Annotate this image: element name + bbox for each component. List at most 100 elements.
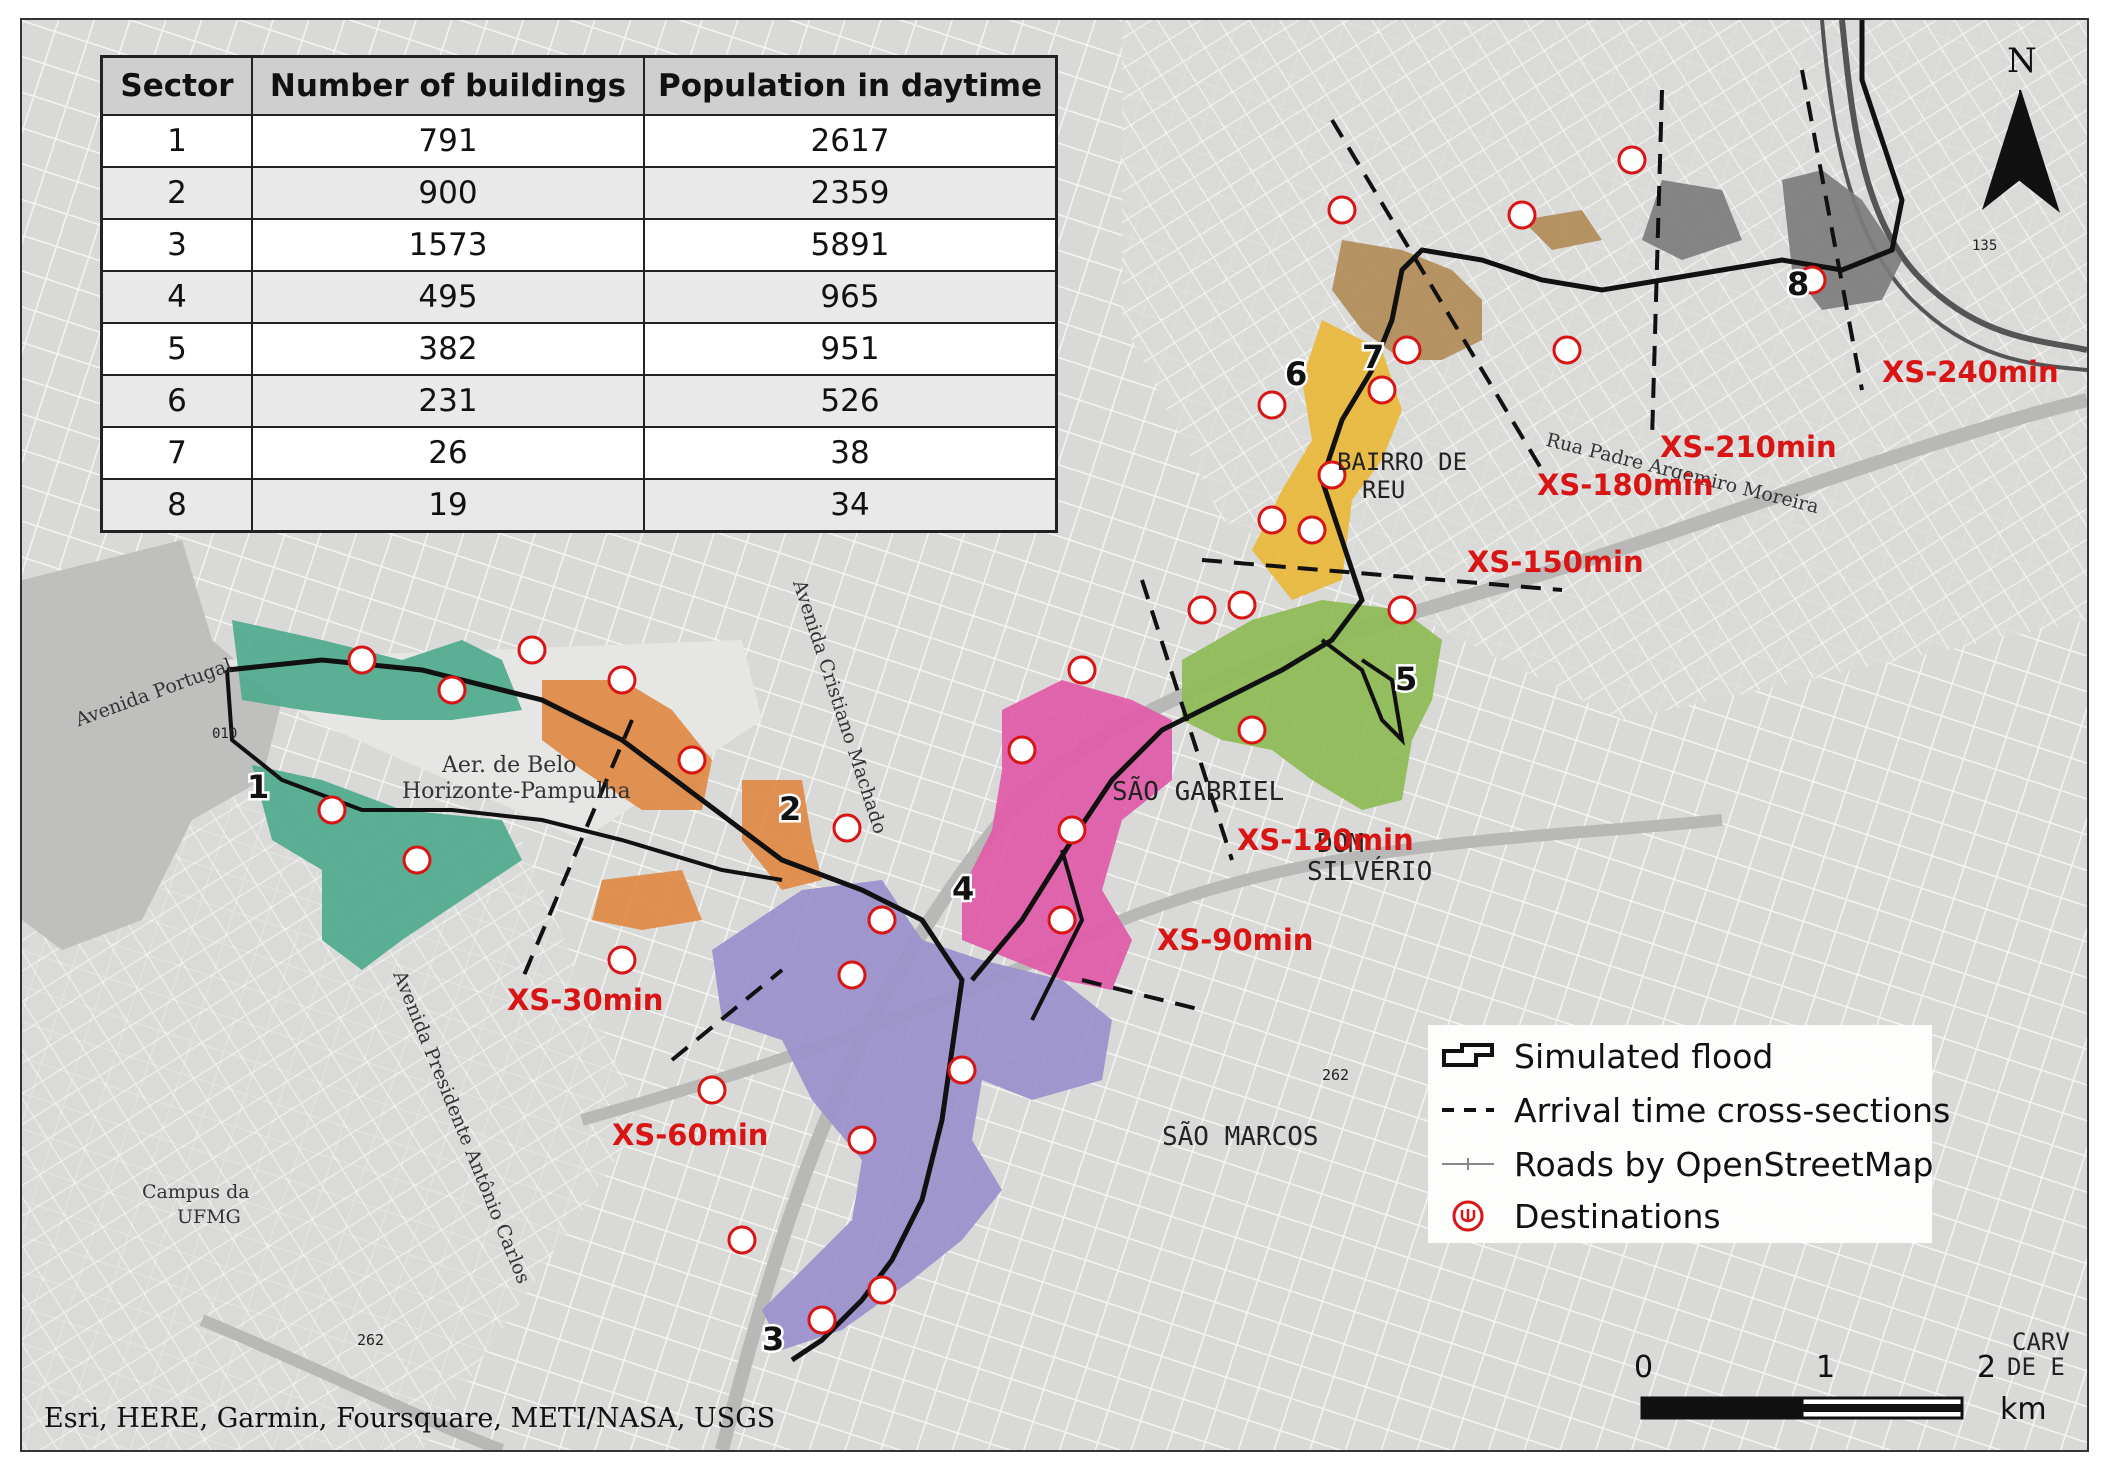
- map-legend: Simulated flood Arrival time cross-secti…: [1428, 1025, 1950, 1243]
- sector-label-7: 7: [1362, 338, 1384, 376]
- scale-bar-graphic: [1640, 1396, 1964, 1420]
- xs-label-240: XS-240min: [1882, 355, 2059, 389]
- cell-sector: 2: [100, 166, 253, 220]
- scale-bar: 0 1 2 km: [1634, 1350, 2047, 1427]
- north-arrow-icon: N: [1982, 41, 2060, 213]
- map-attribution: Esri, HERE, Garmin, Foursquare, METI/NAS…: [44, 1403, 776, 1434]
- scale-tick-2: 2: [1977, 1350, 1997, 1385]
- place-airport-2: Horizonte-Pampulha: [402, 779, 631, 804]
- road-shield-135: 135: [1972, 238, 1997, 254]
- legend-label-roads: Roads by OpenStreetMap: [1514, 1144, 1934, 1184]
- table-row: 4 495 965: [100, 270, 1058, 324]
- legend-label-cross-sections: Arrival time cross-sections: [1514, 1090, 1951, 1130]
- sector-label-8: 8: [1787, 265, 1809, 303]
- table-row: 6 231 526: [100, 374, 1058, 428]
- scale-tick-0: 0: [1634, 1350, 1654, 1385]
- road-shield-262b: 262: [357, 1331, 384, 1349]
- xs-label-210: XS-210min: [1660, 430, 1837, 464]
- sector-label-5: 5: [1395, 660, 1417, 698]
- cell-buildings: 26: [251, 426, 645, 480]
- place-sao-gabriel: SÃO GABRIEL: [1112, 775, 1284, 807]
- header-sector: Sector: [100, 55, 253, 116]
- sector-2-area-west: [592, 870, 702, 930]
- table-row: 8 19 34: [100, 478, 1058, 533]
- destination-markers: [317, 145, 1827, 1335]
- sector-label-2: 2: [779, 790, 801, 828]
- place-campus-2: UFMG: [177, 1206, 241, 1228]
- cell-sector: 4: [100, 270, 253, 324]
- cell-sector: 5: [100, 322, 253, 376]
- legend-item-flood: Simulated flood: [1428, 1031, 1773, 1081]
- table-row: 1 791 2617: [100, 114, 1058, 168]
- table-header-row: Sector Number of buildings Population in…: [100, 55, 1058, 116]
- cell-sector: 3: [100, 218, 253, 272]
- place-carv-1: CARV: [2012, 1328, 2070, 1356]
- sector-label-4: 4: [952, 870, 974, 908]
- cell-sector: 7: [100, 426, 253, 480]
- legend-item-cross-sections: Arrival time cross-sections: [1428, 1085, 1950, 1135]
- cell-buildings: 382: [251, 322, 645, 376]
- legend-label-destinations: Destinations: [1514, 1196, 1721, 1236]
- place-dom-silverio-2: SILVÉRIO: [1307, 855, 1432, 887]
- xs-label-150: XS-150min: [1467, 545, 1644, 579]
- dashed-line-icon: [1428, 1085, 1508, 1135]
- cell-buildings: 791: [251, 114, 645, 168]
- place-campus-1: Campus da: [142, 1181, 250, 1203]
- header-buildings: Number of buildings: [251, 55, 645, 116]
- cell-buildings: 231: [251, 374, 645, 428]
- sector-7-area: [1332, 240, 1482, 360]
- place-bairro-2: REU: [1362, 476, 1405, 504]
- table-row: 7 26 38: [100, 426, 1058, 480]
- place-bairro-1: BAIRRO DE: [1337, 448, 1467, 476]
- sector-label-3: 3: [762, 1320, 784, 1358]
- header-population: Population in daytime: [643, 55, 1058, 116]
- sector-label-6: 6: [1285, 355, 1307, 393]
- cell-buildings: 900: [251, 166, 645, 220]
- sector-table: Sector Number of buildings Population in…: [100, 55, 1058, 533]
- cell-buildings: 495: [251, 270, 645, 324]
- table-row: 3 1573 5891: [100, 218, 1058, 272]
- cell-sector: 1: [100, 114, 253, 168]
- cell-population: 38: [643, 426, 1058, 480]
- place-airport-1: Aer. de Belo: [441, 753, 577, 778]
- cell-sector: 8: [100, 478, 253, 533]
- scale-unit: km: [2000, 1392, 2047, 1427]
- cell-population: 951: [643, 322, 1058, 376]
- road-shield-262a: 262: [1322, 1066, 1349, 1084]
- legend-label-flood: Simulated flood: [1514, 1036, 1774, 1076]
- xs-label-90: XS-90min: [1157, 923, 1313, 957]
- sector-5-area: [1182, 600, 1442, 810]
- destination-marker-icon: [1428, 1191, 1508, 1241]
- cell-population: 2359: [643, 166, 1058, 220]
- sector-3-area: [712, 880, 1112, 1350]
- sector-8-area: [1642, 180, 1742, 260]
- cell-population: 526: [643, 374, 1058, 428]
- cell-population: 5891: [643, 218, 1058, 272]
- cell-buildings: 1573: [251, 218, 645, 272]
- road-shield-010: 010: [212, 726, 237, 742]
- place-sao-marcos: SÃO MARCOS: [1162, 1120, 1319, 1152]
- cell-population: 965: [643, 270, 1058, 324]
- road-line-icon: [1428, 1139, 1508, 1189]
- xs-label-120: XS-120min: [1237, 823, 1414, 857]
- sector-label-1: 1: [247, 768, 269, 806]
- north-label: N: [2007, 41, 2037, 81]
- sector-2-area-south: [742, 780, 822, 890]
- xs-label-60: XS-60min: [612, 1118, 768, 1152]
- cell-population: 34: [643, 478, 1058, 533]
- scale-tick-1: 1: [1816, 1350, 1836, 1385]
- flood-extent-line: [226, 657, 965, 1363]
- cell-population: 2617: [643, 114, 1058, 168]
- cell-buildings: 19: [251, 478, 645, 533]
- sector-7-area-east: [1522, 210, 1602, 250]
- place-dom-silverio-1: DOM: [1317, 829, 1364, 859]
- place-carv-2: DE E: [2007, 1353, 2065, 1381]
- flood-outline-icon: [1428, 1031, 1508, 1081]
- xs-label-180: XS-180min: [1537, 468, 1714, 502]
- cross-section-lines: [520, 69, 1864, 1062]
- table-row: 5 382 951: [100, 322, 1058, 376]
- legend-item-roads: Roads by OpenStreetMap: [1428, 1139, 1934, 1189]
- legend-item-destinations: Destinations: [1428, 1191, 1721, 1241]
- cell-sector: 6: [100, 374, 253, 428]
- xs-label-30: XS-30min: [507, 983, 663, 1017]
